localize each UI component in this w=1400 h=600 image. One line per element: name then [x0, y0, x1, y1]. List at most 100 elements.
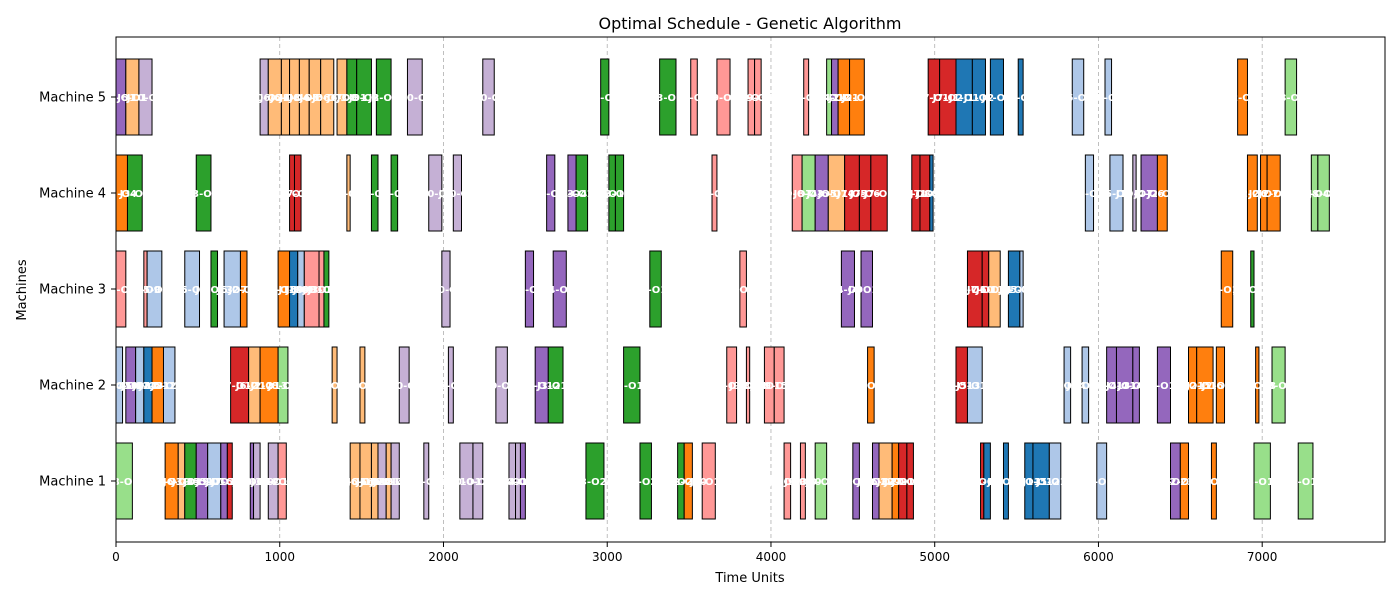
operation-label-149: J6-O17 — [346, 477, 384, 488]
operation-bar-180 — [1096, 442, 1108, 520]
operation-label-140: J4-O17 — [182, 477, 220, 488]
machine-label-5: Machine 5 — [39, 91, 106, 106]
operation-bar-143 — [226, 442, 233, 520]
operation-bar-88 — [552, 250, 567, 328]
operation-label-185: J8-O11 — [1286, 477, 1324, 488]
operation-bar-89 — [649, 250, 662, 328]
operation-label-109: J8-O6 — [267, 381, 298, 392]
operation-label-65: J10-O7 — [1115, 189, 1153, 200]
operation-label-51: J3-O12 — [600, 189, 638, 200]
operation-label-28: J7-O2 — [932, 93, 963, 104]
operation-bar-31 — [989, 58, 1004, 136]
operation-label-18: J9-O1 — [678, 93, 709, 104]
x-tick-label-4: 4000 — [756, 550, 787, 564]
operation-bar-75 — [146, 250, 163, 328]
operation-bar-19 — [716, 58, 731, 136]
operation-label-147: J9-O17 — [263, 477, 301, 488]
operation-label-64: J5-O4 — [1100, 189, 1131, 200]
operation-label-45: J10-O5 — [416, 189, 454, 200]
operation-bar-154 — [423, 442, 430, 520]
operation-bar-26 — [849, 58, 865, 136]
operation-label-57: J7-O5 — [836, 189, 867, 200]
operation-label-136: J8-O8 — [108, 477, 139, 488]
operation-label-71: J8-O4 — [1298, 189, 1329, 200]
operation-label-40: J7-O3 — [276, 189, 307, 200]
operation-label-128: J4-O14 — [1105, 381, 1143, 392]
operation-label-88: J4-O8 — [544, 285, 575, 296]
x-tick-label-1: 1000 — [264, 550, 295, 564]
operation-label-55: J4-O5 — [806, 189, 837, 200]
operation-bar-86 — [441, 250, 451, 328]
operation-label-91: J4-O9 — [832, 285, 863, 296]
operation-bar-132 — [1196, 346, 1214, 424]
operation-bar-15 — [482, 58, 495, 136]
x-tick-label-5: 5000 — [919, 550, 950, 564]
operation-label-154: J10-O16 — [403, 477, 448, 488]
operation-label-35: J2-O3 — [1226, 93, 1257, 104]
operation-label-134: J2-O18 — [1238, 381, 1276, 392]
operation-label-105: J5-O12 — [150, 381, 188, 392]
operation-bar-135 — [1271, 346, 1286, 424]
operation-label-66: J4-O6 — [1133, 189, 1164, 200]
operation-label-156: J10-O18 — [455, 477, 500, 488]
operation-label-79: J2-O9 — [228, 285, 259, 296]
operation-label-139: J3-O19 — [171, 477, 209, 488]
operation-label-63: J5-O3 — [1073, 189, 1104, 200]
operation-label-119: J9-O14 — [728, 381, 766, 392]
operation-label-82: J5-O8 — [285, 285, 316, 296]
operation-bar-22 — [803, 58, 810, 136]
operation-label-11: J3-O1 — [336, 93, 367, 104]
operation-bar-173 — [906, 442, 914, 520]
operation-label-69: J2-O7 — [1248, 189, 1279, 200]
operation-bar-68 — [1246, 154, 1258, 232]
operation-label-167: J8-O9 — [805, 477, 836, 488]
operation-bar-2 — [138, 58, 153, 136]
operation-label-17: J3-O5 — [652, 93, 683, 104]
operation-bar-59 — [870, 154, 888, 232]
operation-bar-164 — [701, 442, 716, 520]
operation-label-168: J4-O21 — [836, 477, 874, 488]
operation-bar-145 — [253, 442, 261, 520]
operation-bar-41 — [293, 154, 302, 232]
operation-label-114: J10-O11 — [479, 381, 524, 392]
operation-label-135: J8-O7 — [1262, 381, 1293, 392]
operation-label-56: J6-O10 — [817, 189, 855, 200]
operation-bar-182 — [1179, 442, 1190, 520]
operation-bar-159 — [519, 442, 526, 520]
operation-bar-168 — [852, 442, 860, 520]
operation-label-4: J6-O2 — [259, 93, 290, 104]
operation-label-97: J5-O9 — [1005, 285, 1036, 296]
operation-bar-65 — [1132, 154, 1137, 232]
operation-bar-114 — [495, 346, 508, 424]
operation-label-27: J7-O1 — [918, 93, 949, 104]
operation-bar-51 — [614, 154, 625, 232]
operation-bar-110 — [331, 346, 338, 424]
operation-label-47: J4-O3 — [535, 189, 566, 200]
operation-bar-161 — [639, 442, 652, 520]
operation-bar-160 — [585, 442, 605, 520]
operation-label-138: J6-O15 — [162, 477, 200, 488]
operation-label-145: J10-O12 — [234, 477, 279, 488]
operation-bar-45 — [428, 154, 443, 232]
operation-label-83: J9-O10 — [292, 285, 330, 296]
operation-label-182: J2-O22 — [1165, 477, 1203, 488]
operation-bar-12 — [356, 58, 372, 136]
operation-label-133: J2-O17 — [1201, 381, 1239, 392]
operation-bar-129 — [1132, 346, 1140, 424]
operation-label-84: J9-O11 — [302, 285, 340, 296]
operation-label-150: J6-O18 — [355, 477, 393, 488]
operation-label-164: J9-O18 — [689, 477, 727, 488]
operation-label-77: J3-O13 — [195, 285, 233, 296]
operation-label-2: J10-O1 — [126, 93, 164, 104]
operation-bar-184 — [1253, 442, 1271, 520]
operation-label-29: J1-O1 — [948, 93, 979, 104]
operation-bar-49 — [575, 154, 589, 232]
operation-label-58: J7-O6 — [849, 189, 880, 200]
x-tick-label-0: 0 — [112, 550, 120, 564]
operation-label-52: J9-O6 — [698, 189, 729, 200]
operation-bar-13 — [375, 58, 392, 136]
x-axis-label: Time Units — [714, 571, 784, 586]
operation-bar-133 — [1215, 346, 1226, 424]
operation-label-162: J3-O22 — [661, 477, 699, 488]
